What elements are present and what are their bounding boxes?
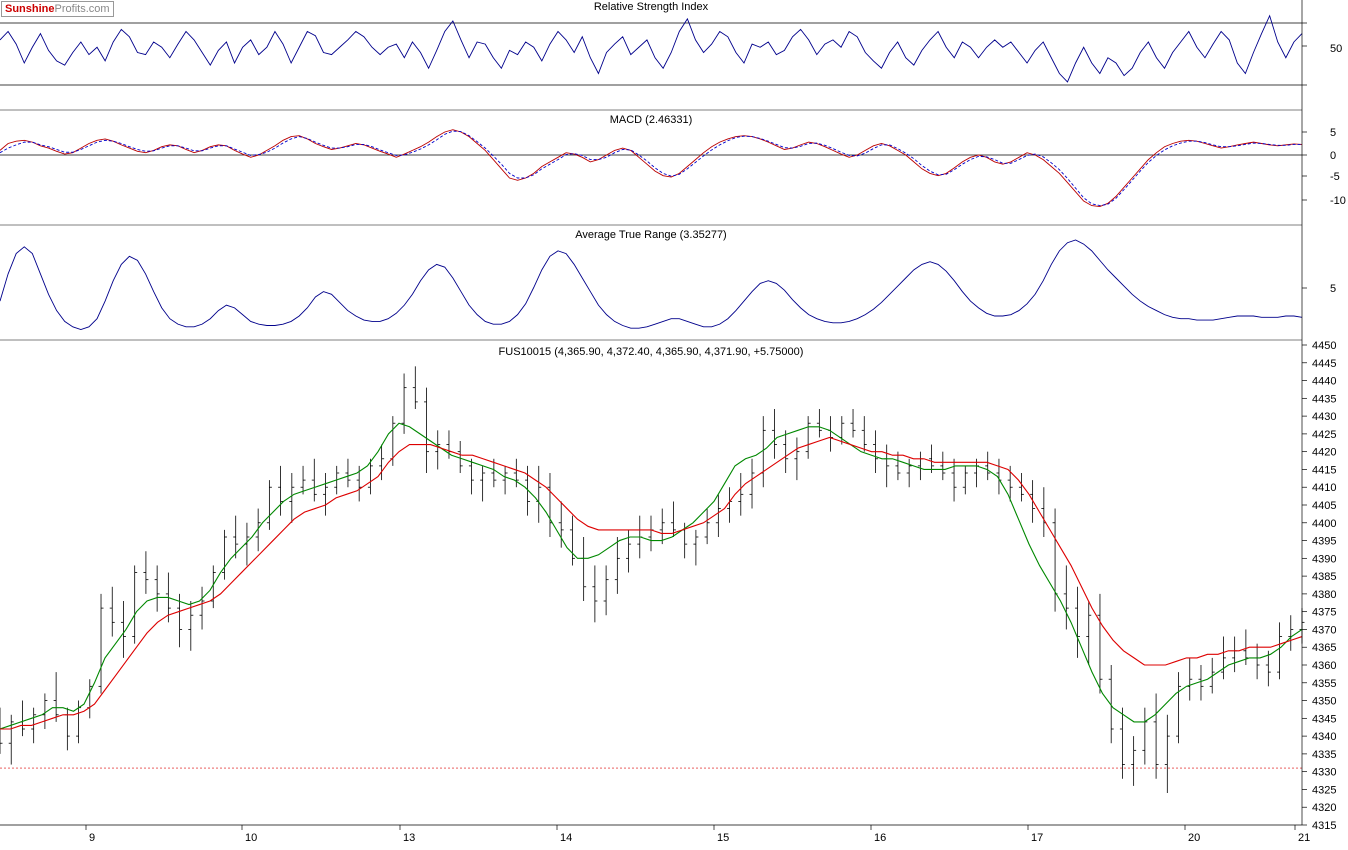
svg-text:5: 5 [1330, 127, 1336, 139]
svg-text:4400: 4400 [1312, 518, 1336, 530]
svg-text:4365: 4365 [1312, 642, 1336, 654]
svg-text:50: 50 [1330, 43, 1342, 55]
svg-text:4330: 4330 [1312, 767, 1336, 779]
svg-text:13: 13 [403, 832, 415, 844]
svg-text:4340: 4340 [1312, 731, 1336, 743]
svg-text:21: 21 [1298, 832, 1310, 844]
svg-text:0: 0 [1330, 150, 1336, 162]
svg-text:4440: 4440 [1312, 376, 1336, 388]
svg-text:4445: 4445 [1312, 358, 1336, 370]
svg-text:4380: 4380 [1312, 589, 1336, 601]
svg-text:4345: 4345 [1312, 713, 1336, 725]
svg-text:4395: 4395 [1312, 536, 1336, 548]
svg-text:17: 17 [1031, 832, 1043, 844]
svg-text:-5: -5 [1330, 171, 1340, 183]
svg-text:4410: 4410 [1312, 482, 1336, 494]
svg-text:4320: 4320 [1312, 802, 1336, 814]
svg-text:-10: -10 [1330, 195, 1346, 207]
svg-text:4425: 4425 [1312, 429, 1336, 441]
svg-text:4315: 4315 [1312, 820, 1336, 832]
svg-text:9: 9 [89, 832, 95, 844]
svg-text:4325: 4325 [1312, 784, 1336, 796]
watermark-badge: SunshineProfits.com [1, 1, 114, 17]
svg-text:Average True Range (3.35277): Average True Range (3.35277) [575, 229, 726, 241]
svg-text:4355: 4355 [1312, 678, 1336, 690]
svg-text:4405: 4405 [1312, 500, 1336, 512]
chart-canvas: Relative Strength Index50MACD (2.46331)5… [0, 0, 1348, 850]
svg-text:4415: 4415 [1312, 464, 1336, 476]
svg-text:MACD (2.46331): MACD (2.46331) [610, 114, 693, 126]
svg-text:4450: 4450 [1312, 340, 1336, 352]
svg-text:Relative Strength Index: Relative Strength Index [594, 1, 709, 13]
svg-text:4360: 4360 [1312, 660, 1336, 672]
svg-text:16: 16 [874, 832, 886, 844]
svg-text:14: 14 [560, 832, 572, 844]
svg-text:4385: 4385 [1312, 571, 1336, 583]
svg-text:15: 15 [717, 832, 729, 844]
svg-text:10: 10 [245, 832, 257, 844]
svg-text:4430: 4430 [1312, 411, 1336, 423]
svg-text:4375: 4375 [1312, 607, 1336, 619]
svg-text:20: 20 [1188, 832, 1200, 844]
svg-text:4335: 4335 [1312, 749, 1336, 761]
svg-text:4390: 4390 [1312, 553, 1336, 565]
svg-text:5: 5 [1330, 283, 1336, 295]
svg-text:4350: 4350 [1312, 696, 1336, 708]
watermark-brand-1: Sunshine [5, 3, 55, 15]
svg-text:4435: 4435 [1312, 393, 1336, 405]
svg-text:4370: 4370 [1312, 624, 1336, 636]
svg-text:4420: 4420 [1312, 447, 1336, 459]
svg-text:FUS10015 (4,365.90, 4,372.40,: FUS10015 (4,365.90, 4,372.40, 4,365.90, … [499, 346, 804, 358]
watermark-brand-2: Profits.com [55, 3, 110, 15]
